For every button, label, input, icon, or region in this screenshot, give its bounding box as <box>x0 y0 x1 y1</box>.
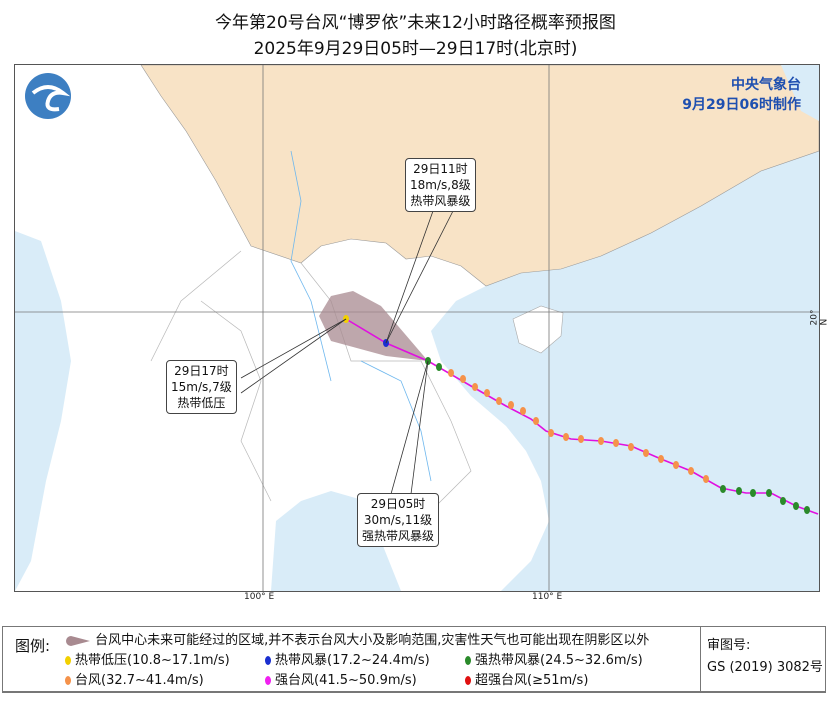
track-point <box>533 417 539 425</box>
track-point <box>643 449 649 457</box>
legend-item: 热带风暴(17.2~24.4m/s) <box>265 649 430 668</box>
legend-item: 台风(32.7~41.4m/s) <box>65 669 204 688</box>
track-point <box>736 487 742 495</box>
track-point <box>804 506 810 514</box>
typhoon-symbol-icon <box>265 656 271 665</box>
track-point <box>508 401 514 409</box>
track-point <box>720 485 726 493</box>
hainan-island <box>512 305 564 354</box>
track-point <box>598 437 604 445</box>
track-point <box>793 502 799 510</box>
track-point <box>688 467 694 475</box>
track-point <box>703 475 709 483</box>
review-number: 审图号: GS (2019) 3082号 <box>700 627 825 691</box>
china-region <box>140 64 820 287</box>
track-point <box>460 375 466 383</box>
track-point <box>578 435 584 443</box>
legend-label: 图例: <box>15 637 51 655</box>
review-value: GS (2019) 3082号 <box>707 660 823 675</box>
track-point <box>496 397 502 405</box>
legend-item: 强热带风暴(24.5~32.6m/s) <box>465 649 643 668</box>
callout-time: 29日17时 <box>174 364 229 378</box>
typhoon-symbol-icon <box>65 676 71 685</box>
callout-grade: 强热带风暴级 <box>362 529 435 543</box>
legend-item-text: 热带风暴(17.2~24.4m/s) <box>275 653 430 668</box>
lat-20-label: 20° N <box>809 309 830 326</box>
track-point <box>448 369 454 377</box>
track-point <box>472 383 478 391</box>
legend: 图例: 台风中心未来可能经过的区域,并不表示台风大小及影响范围,灾害性天气也可能… <box>2 626 826 693</box>
taiwan-strait-coast <box>781 65 819 121</box>
callout-leaders <box>240 210 454 495</box>
track-point <box>484 389 490 397</box>
legend-item-text: 超强台风(≥51m/s) <box>475 673 589 688</box>
south-china-sea <box>431 151 819 591</box>
legend-item-text: 强台风(41.5~50.9m/s) <box>275 673 417 688</box>
callout-time: 29日05时 <box>370 497 426 511</box>
map-subtitle: 2025年9月29日05时—29日17时(北京时) <box>253 39 578 59</box>
legend-item-text: 强热带风暴(24.5~32.6m/s) <box>475 653 643 668</box>
callout-wind: 18m/s,8级 <box>410 178 471 192</box>
legend-item: 热带低压(10.8~17.1m/s) <box>65 649 230 668</box>
track-point <box>613 439 619 447</box>
callout-wind: 30m/s,11级 <box>363 513 433 527</box>
callout-wind: 15m/s,7级 <box>171 380 232 394</box>
legend-item-text: 台风(32.7~41.4m/s) <box>75 673 204 688</box>
map-title: 今年第20号台风“博罗依”未来12小时路径概率预报图 <box>215 13 616 33</box>
track-point <box>658 455 664 463</box>
cma-logo <box>23 71 73 121</box>
track-point <box>673 461 679 469</box>
cone-icon <box>66 635 90 646</box>
callout-grade: 热带低压 <box>177 396 226 410</box>
callout-29d11h: 29日11时 18m/s,8级 热带风暴级 <box>405 158 476 212</box>
callout-29d05h: 29日05时 30m/s,11级 强热带风暴级 <box>357 493 440 547</box>
typhoon-symbol-icon <box>65 656 71 665</box>
callout-29d17h: 29日17时 15m/s,7级 热带低压 <box>166 360 237 414</box>
review-label: 审图号: <box>707 638 751 653</box>
bay-of-bengal <box>15 231 71 591</box>
track-point <box>766 489 772 497</box>
callout-time: 29日11时 <box>413 162 468 176</box>
lon-100-label: 100° E <box>244 592 275 602</box>
legend-cone-text: 台风中心未来可能经过的区域,并不表示台风大小及影响范围,灾害性天气也可能出现在阴… <box>95 633 650 648</box>
lon-110-label: 110° E <box>532 592 563 602</box>
probability-cone <box>319 291 428 361</box>
issue-time: 9月29日06时制作 <box>682 97 801 113</box>
legend-item: 强台风(41.5~50.9m/s) <box>265 669 417 688</box>
legend-item-text: 热带低压(10.8~17.1m/s) <box>75 653 230 668</box>
track-point <box>780 497 786 505</box>
typhoon-symbol-icon <box>465 676 471 685</box>
typhoon-symbol-icon <box>265 676 271 685</box>
agency-name: 中央气象台 <box>731 77 801 93</box>
track-point <box>520 407 526 415</box>
track-point <box>628 443 634 451</box>
legend-item: 超强台风(≥51m/s) <box>465 669 588 688</box>
typhoon-symbol-icon <box>465 656 471 665</box>
track-point <box>436 363 442 371</box>
track-point <box>548 429 554 437</box>
track-point <box>750 489 756 497</box>
legend-cone: 台风中心未来可能经过的区域,并不表示台风大小及影响范围,灾害性天气也可能出现在阴… <box>65 629 649 648</box>
graticule <box>15 65 819 591</box>
track-point <box>563 433 569 441</box>
callout-grade: 热带风暴级 <box>410 194 471 208</box>
rivers <box>290 150 432 482</box>
